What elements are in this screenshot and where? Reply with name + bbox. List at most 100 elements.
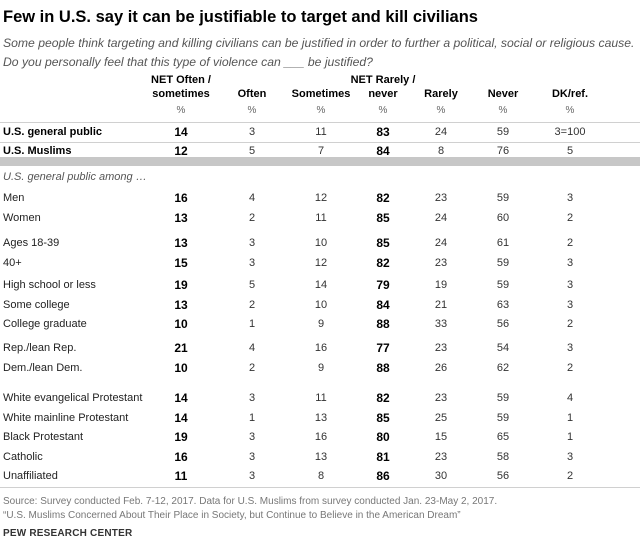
table-cell: 33 <box>434 318 448 330</box>
report-title-line: “U.S. Muslims Concerned About Their Plac… <box>3 510 461 521</box>
column-header-line2: Rarely <box>424 87 458 100</box>
table-cell: 5 <box>566 145 574 157</box>
table-cell: 13 <box>174 236 188 250</box>
column-header-line1: NET Rarely / <box>350 74 416 86</box>
percent-label: % <box>436 105 446 116</box>
table-cell: 11 <box>315 126 327 138</box>
column-header: Often <box>207 74 297 101</box>
table-cell: 15 <box>174 255 188 270</box>
row-label: Ages 18-39 <box>3 237 60 249</box>
table-cell: 30 <box>434 470 448 482</box>
row-label: Rep./lean Rep. <box>3 342 77 354</box>
table-cell: 3=100 <box>554 126 586 138</box>
table-cell: 85 <box>376 236 390 250</box>
row-label: Some college <box>3 298 70 311</box>
table-cell: 1 <box>566 431 574 443</box>
row-label: U.S. Muslims <box>3 145 72 157</box>
row-label: College graduate <box>3 318 87 330</box>
table-cell: 56 <box>496 470 510 482</box>
table-cell: 19 <box>434 279 448 291</box>
table-cell: 1 <box>248 411 256 424</box>
table-cell: 3 <box>248 256 256 269</box>
table-cell: 58 <box>496 450 510 463</box>
table-cell: 10 <box>174 360 188 375</box>
table-cell: 11 <box>315 392 327 404</box>
table-cell: 59 <box>496 256 510 269</box>
table-cell: 59 <box>496 392 510 404</box>
table-cell: 10 <box>314 298 328 311</box>
table-row: Unaffiliated 11 3 8 86 30 56 2 <box>0 467 640 486</box>
table-cell: 80 <box>376 430 390 444</box>
percent-label: % <box>498 105 508 116</box>
table-cell: 62 <box>496 361 510 374</box>
table-row: U.S. general public 14 3 11 83 24 59 3=100 <box>0 123 640 142</box>
table-cell: 82 <box>376 255 390 270</box>
row-label: Dem./lean Dem. <box>3 361 83 374</box>
table-cell: 56 <box>496 318 510 330</box>
table-cell: 61 <box>496 237 510 249</box>
table-cell: 88 <box>376 317 390 331</box>
table-cell: 60 <box>496 211 510 224</box>
table-cell: 2 <box>566 470 574 482</box>
table-cell: 12 <box>174 144 188 158</box>
column-header: Rarely <box>396 74 486 101</box>
divider <box>0 142 640 143</box>
row-label: Catholic <box>3 450 43 463</box>
table-cell: 88 <box>376 360 390 375</box>
table-cell: 21 <box>174 341 188 355</box>
table-row: U.S. Muslims 12 5 7 84 8 76 5 <box>0 142 640 161</box>
column-header-line1: NET Often / <box>151 74 211 86</box>
table-cell: 24 <box>434 237 448 249</box>
table-cell: 3 <box>566 192 574 204</box>
table-cell: 23 <box>434 192 448 204</box>
table-cell: 86 <box>376 469 390 483</box>
table-cell: 13 <box>314 450 328 463</box>
column-header-line2: DK/ref. <box>551 87 589 100</box>
divider <box>0 487 640 488</box>
row-label: White evangelical Protestant <box>3 392 143 404</box>
percent-label: % <box>176 105 186 116</box>
table-cell: 2 <box>566 318 574 330</box>
column-header: DK/ref. <box>525 74 615 101</box>
table-cell: 3 <box>248 431 256 443</box>
table-cell: 85 <box>376 210 390 225</box>
column-header-line2: Sometimes <box>291 87 351 100</box>
table-cell: 3 <box>566 256 574 269</box>
column-header-line2: sometimes <box>152 87 210 100</box>
table-row: High school or less 19 5 14 79 19 59 3 <box>0 276 640 295</box>
table-cell: 14 <box>314 279 328 291</box>
row-label: Unaffiliated <box>3 470 58 482</box>
source-note: Source: Survey conducted Feb. 7-12, 2017… <box>3 495 497 523</box>
table-row: White evangelical Protestant 14 3 11 82 23 59 4 <box>0 389 640 408</box>
table-cell: 3 <box>566 298 574 311</box>
table-cell: 14 <box>174 391 188 405</box>
percent-label: % <box>565 105 575 116</box>
table-cell: 4 <box>566 392 574 404</box>
table-cell: 3 <box>248 392 256 404</box>
table-row: White mainline Protestant 14 1 13 85 25 59 1 <box>0 409 640 428</box>
table-cell: 12 <box>314 192 328 204</box>
table-cell: 16 <box>314 431 328 443</box>
table-cell: 85 <box>376 410 390 425</box>
pew-logo-text: PEW RESEARCH CENTER <box>3 528 133 539</box>
table-cell: 16 <box>314 342 328 354</box>
table-cell: 77 <box>376 341 390 355</box>
percent-label: % <box>247 105 257 116</box>
table-cell: 2 <box>248 361 256 374</box>
table-cell: 8 <box>437 145 445 157</box>
table-cell: 3 <box>566 342 574 354</box>
table-cell: 13 <box>174 297 188 312</box>
table-cell: 26 <box>434 361 448 374</box>
table-cell: 2 <box>248 298 256 311</box>
table-cell: 3 <box>566 279 574 291</box>
table-cell: 2 <box>566 237 574 249</box>
table-cell: 84 <box>376 297 390 312</box>
section-band <box>0 157 640 166</box>
table-cell: 79 <box>376 278 390 292</box>
table-cell: 24 <box>434 211 448 224</box>
table-cell: 2 <box>566 361 574 374</box>
table-cell: 3 <box>248 237 256 249</box>
row-label: Men <box>3 192 25 204</box>
table-row: Rep./lean Rep. 21 4 16 77 23 54 3 <box>0 339 640 358</box>
table-row: Ages 18-39 13 3 10 85 24 61 2 <box>0 234 640 253</box>
